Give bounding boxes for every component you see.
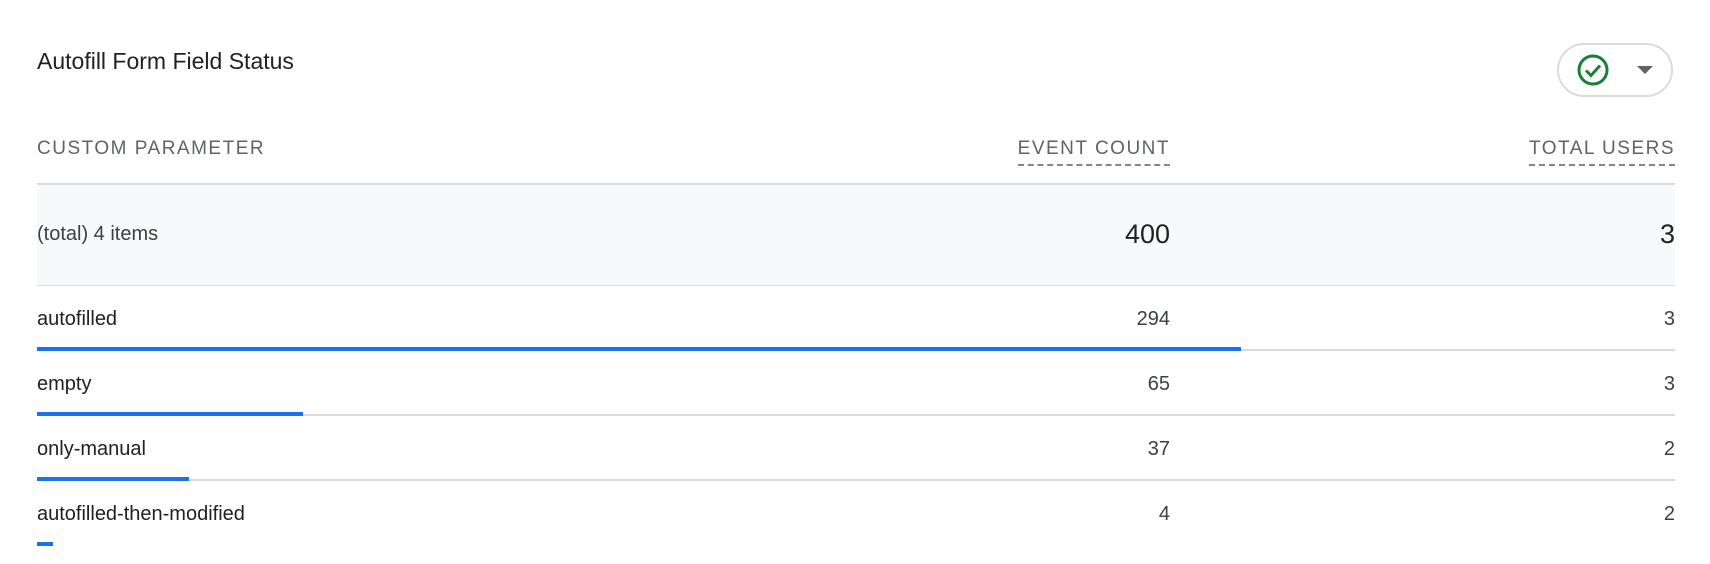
row-total-users: 2	[1663, 503, 1675, 525]
status-dropdown-button[interactable]	[1557, 43, 1673, 97]
share-bar	[37, 347, 1241, 351]
header-event-count[interactable]: EVENT COUNT	[1017, 138, 1170, 166]
row-event-count: 65	[1147, 373, 1170, 395]
row-event-count: 4	[1158, 503, 1170, 525]
check-circle-icon	[1577, 54, 1609, 86]
row-name: autofilled-then-modified	[37, 503, 245, 525]
data-table: CUSTOM PARAMETER EVENT COUNT TOTAL USERS…	[37, 128, 1675, 546]
share-bar	[37, 477, 189, 481]
row-total-users: 3	[1663, 373, 1675, 395]
table-row[interactable]: autofilled-then-modified 4 2	[37, 481, 1675, 546]
row-event-count: 294	[1136, 308, 1170, 330]
card-title: Autofill Form Field Status	[37, 48, 294, 74]
header-total-users[interactable]: TOTAL USERS	[1528, 138, 1675, 166]
row-name: autofilled	[37, 308, 118, 330]
row-name: only-manual	[37, 438, 146, 460]
table-row[interactable]: only-manual 37 2	[37, 416, 1675, 481]
share-bar	[37, 412, 304, 416]
total-label: (total) 4 items	[37, 223, 159, 245]
table-row[interactable]: empty 65 3	[37, 351, 1675, 416]
table-row[interactable]: autofilled 294 3	[37, 286, 1675, 351]
row-event-count: 37	[1147, 438, 1170, 460]
row-name: empty	[37, 373, 92, 395]
total-users: 3	[1659, 219, 1675, 249]
header-custom-parameter[interactable]: CUSTOM PARAMETER	[37, 138, 266, 159]
row-total-users: 3	[1663, 308, 1675, 330]
total-row: (total) 4 items 400 3	[37, 185, 1675, 286]
row-total-users: 2	[1663, 438, 1675, 460]
caret-down-icon	[1637, 66, 1653, 74]
table-header: CUSTOM PARAMETER EVENT COUNT TOTAL USERS	[37, 128, 1675, 185]
total-event-count: 400	[1124, 219, 1170, 249]
share-bar	[37, 542, 54, 546]
